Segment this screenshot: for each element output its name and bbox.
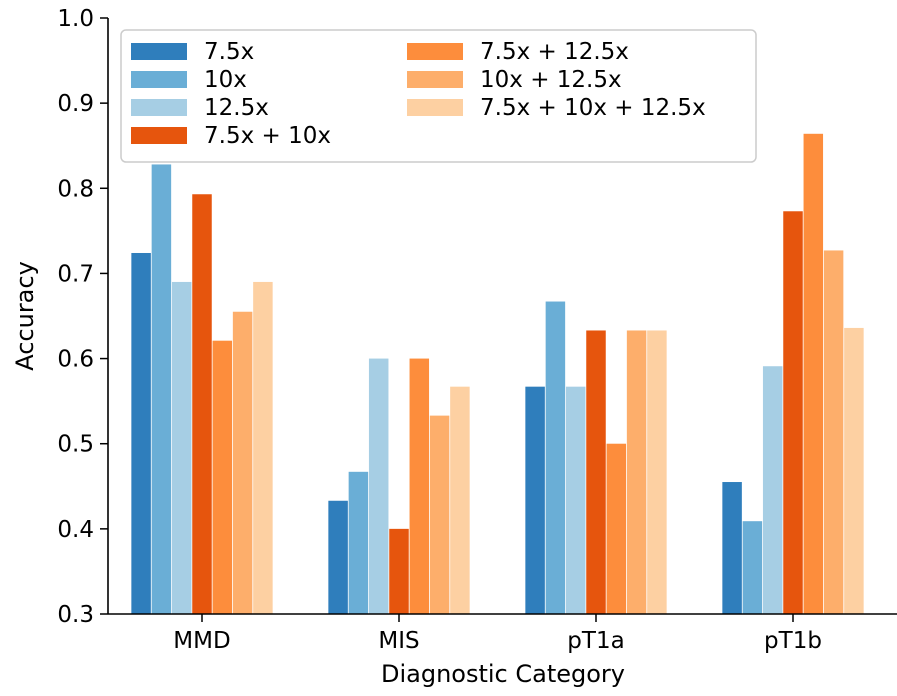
bar-MMD-7-5x-12-5x: [212, 340, 233, 614]
bar-MIS-12-5x: [368, 358, 389, 614]
legend-swatch: [131, 71, 187, 88]
y-tick-label: 1.0: [57, 6, 94, 32]
y-tick-label: 0.3: [57, 602, 94, 628]
y-tick-label: 0.8: [57, 176, 94, 202]
axes-layer: [107, 18, 897, 615]
bar-pT1b-7-5x-10x: [783, 211, 803, 614]
bar-pT1b-7-5x-12-5x: [803, 133, 824, 615]
bar-MMD-7-5x-10x: [192, 194, 212, 614]
x-tick-label: pT1b: [764, 628, 822, 654]
bar-pT1b-7-5x-10x-12-5x: [844, 327, 864, 614]
legend-swatch: [131, 127, 187, 144]
x-tick-label: MMD: [173, 628, 230, 654]
legend-label: 10x: [204, 67, 247, 93]
bar-MMD-12-5x: [171, 281, 192, 614]
legend-label: 7.5x: [204, 39, 254, 65]
bar-pT1b-10x-12-5x: [823, 250, 844, 614]
legend-label: 10x + 12.5x: [480, 67, 622, 93]
legend-label: 7.5x + 10x + 12.5x: [480, 95, 706, 121]
y-axis-title: Accuracy: [11, 261, 39, 371]
x-axis-title: Diagnostic Category: [381, 660, 625, 688]
bar-MIS-10x-12-5x: [429, 415, 450, 614]
x-tick-label: MIS: [378, 628, 419, 654]
y-tick-label: 0.7: [57, 261, 94, 287]
bar-MMD-7-5x-10x-12-5x: [253, 281, 273, 614]
legend-label: 12.5x: [204, 95, 269, 121]
bar-MMD-10x: [151, 164, 172, 614]
bar-pT1a-7-5x-10x-12-5x: [647, 330, 667, 614]
bar-pT1b-7-5x: [722, 482, 742, 614]
x-tick-label: pT1a: [567, 628, 624, 654]
bar-pT1a-7-5x-12-5x: [606, 443, 627, 614]
bar-pT1a-7-5x-10x: [586, 330, 606, 614]
bar-MMD-7-5x: [131, 252, 151, 615]
legend-frame: [120, 29, 757, 163]
legend-swatch: [131, 99, 187, 116]
legend-swatch: [131, 43, 187, 60]
bar-pT1a-12-5x: [565, 386, 586, 614]
bar-pT1a-7-5x: [525, 386, 545, 614]
bar-MIS-10x: [348, 471, 369, 614]
legend-label: 7.5x + 12.5x: [480, 39, 629, 65]
legend-label: 7.5x + 10x: [204, 123, 331, 149]
bar-pT1b-12-5x: [762, 366, 783, 614]
y-tick-label: 0.9: [57, 91, 94, 117]
bar-MIS-7-5x-10x: [389, 528, 409, 614]
bar-MMD-10x-12-5x: [232, 311, 253, 614]
bar-pT1a-10x-12-5x: [626, 330, 647, 614]
bar-pT1a-10x: [545, 301, 566, 614]
ticks-layer: 0.3 0.4 0.5 0.6 0.7 0.8 0.9 1.0 MMD MIS pT1a pT1b: [57, 6, 822, 654]
legend-swatch: [407, 43, 463, 60]
y-tick-label: 0.4: [57, 517, 94, 543]
bars-layer: [131, 133, 864, 615]
legend-swatch: [407, 71, 463, 88]
bar-MIS-7-5x-12-5x: [409, 358, 430, 614]
y-tick-label: 0.6: [57, 347, 94, 373]
legend-swatch: [407, 99, 463, 116]
bar-MIS-7-5x-10x-12-5x: [450, 386, 470, 614]
y-tick-label: 0.5: [57, 432, 94, 458]
bar-MIS-7-5x: [328, 500, 348, 614]
bar-pT1b-10x: [742, 521, 763, 614]
